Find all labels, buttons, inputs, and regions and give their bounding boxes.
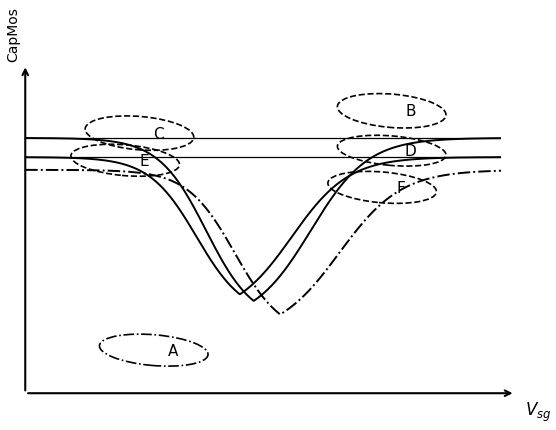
Text: A: A xyxy=(167,343,178,358)
Text: F: F xyxy=(397,181,405,195)
Text: CapMos: CapMos xyxy=(7,7,21,62)
Text: D: D xyxy=(405,144,416,159)
Text: C: C xyxy=(153,126,164,141)
Text: B: B xyxy=(405,104,416,119)
Text: $V_{sg}$: $V_{sg}$ xyxy=(525,399,552,423)
Text: E: E xyxy=(140,154,149,169)
